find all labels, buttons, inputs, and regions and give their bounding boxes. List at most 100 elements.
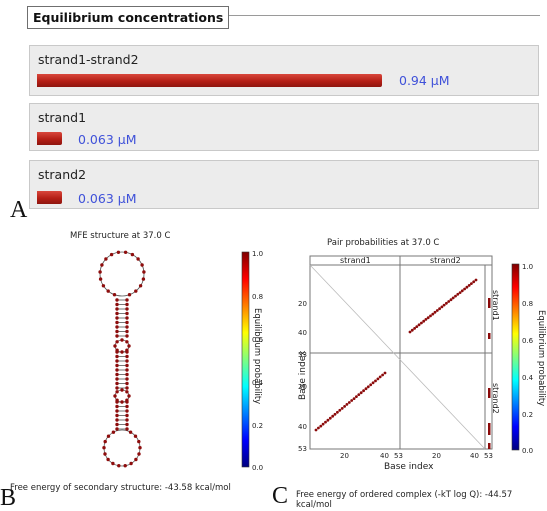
pair-dot (324, 420, 327, 424)
pair-dot (429, 314, 432, 318)
pair-dot (467, 284, 471, 287)
pair-dot (376, 377, 380, 381)
pair-dot (338, 408, 342, 412)
mfe-free-energy: Free energy of secondary structure: -43.… (10, 483, 231, 493)
nucleotide (115, 377, 119, 381)
nucleotide (125, 363, 129, 368)
nucleotide (127, 293, 132, 297)
y-tick: 40 (298, 423, 307, 431)
nucleotide (102, 446, 106, 450)
unpaired-mark (488, 298, 491, 308)
x-tick: 53 (394, 452, 403, 460)
nucleotide (125, 316, 129, 320)
y-tick: 20 (298, 300, 307, 308)
colorbar-label: Equilibrium probability (252, 308, 262, 405)
colorbar-tick: 0.2 (522, 411, 533, 419)
nucleotide (115, 409, 119, 413)
y-tick: 20 (298, 383, 307, 391)
nucleotide (115, 302, 119, 307)
nucleotide (115, 404, 119, 409)
pair-dot (355, 395, 358, 398)
diagonal (309, 264, 486, 450)
pair-dot (420, 321, 423, 325)
pair-dot (374, 379, 377, 383)
concentration-bar (37, 74, 382, 87)
nucleotide (106, 434, 111, 438)
mfe-title: MFE structure at 37.0 C (70, 231, 171, 241)
nucleotide (115, 413, 119, 418)
pair-dot (449, 298, 453, 302)
pair-dot (424, 318, 428, 321)
pair-dot (314, 428, 318, 432)
pair-dot (431, 312, 435, 316)
concentration-value: 0.94 µM (399, 73, 450, 88)
pairs-free-energy: Free energy of ordered complex (-kT log … (296, 490, 513, 510)
nucleotide (120, 400, 124, 404)
nucleotide (125, 334, 129, 338)
y-tick: 53 (298, 445, 307, 453)
colorbar-tick: 0.4 (252, 379, 264, 387)
nucleotide (115, 298, 119, 302)
nucleotide (101, 284, 106, 288)
nucleotide (125, 354, 129, 359)
y-tick: 53 (298, 351, 307, 359)
pair-dot (415, 325, 419, 328)
complex-name: strand1 (38, 110, 87, 125)
pair-dot (435, 309, 439, 312)
pair-dot (345, 403, 349, 406)
nucleotide (120, 388, 124, 392)
mfe-nucleotides (98, 250, 146, 468)
pair-dot (474, 278, 478, 282)
pair-dot (447, 300, 451, 303)
concentration-row-strand1-strand2: strand1-strand2 0.94 µM (29, 45, 539, 96)
nucleotide (141, 277, 146, 281)
concentration-value: 0.063 µM (78, 132, 137, 147)
unpaired-mark (488, 333, 491, 339)
nucleotide (109, 252, 114, 257)
pair-dot (343, 405, 346, 408)
nucleotide (127, 394, 131, 398)
nucleotide (142, 270, 146, 274)
colorbar-c: 1.0 0.8 0.6 0.4 0.2 0.0 (511, 263, 534, 455)
complex-name: strand1-strand2 (38, 52, 139, 67)
concentration-row-strand2: strand2 0.063 µM (29, 160, 539, 209)
pair-dot (347, 401, 351, 404)
nucleotide (125, 368, 129, 372)
pair-dot (364, 387, 368, 391)
pair-dot (408, 330, 412, 334)
nucleotide (115, 316, 119, 320)
section-title: Equilibrium concentrations (27, 6, 230, 29)
colorbar-c-label: Equilibrium probability (536, 310, 546, 407)
pair-dot (352, 397, 356, 400)
x-tick: 40 (380, 452, 389, 460)
nucleotide (125, 422, 129, 427)
nucleotide (125, 325, 129, 329)
nucleotide (112, 293, 117, 297)
pair-dot (317, 426, 320, 430)
colorbar-tick: 0.4 (522, 374, 534, 382)
nucleotide (120, 338, 124, 342)
nucleotide (113, 394, 117, 398)
nucleotide (115, 422, 119, 427)
nucleotide (123, 464, 127, 468)
nucleotide (138, 284, 143, 288)
strand-top-label: strand2 (430, 256, 461, 265)
nucleotide (129, 461, 133, 466)
pair-dot (433, 310, 437, 314)
nucleotide (115, 329, 119, 334)
nucleotide (115, 381, 119, 386)
nucleotide (115, 386, 119, 390)
pair-dot (442, 303, 446, 307)
nucleotide (125, 329, 129, 334)
nucleotide (111, 430, 116, 434)
pairs-title: Pair probabilities at 37.0 C (327, 238, 440, 248)
nucleotide (115, 311, 119, 316)
nucleotide (125, 302, 129, 307)
nucleotide (113, 344, 117, 348)
pair-dot (454, 294, 457, 298)
nucleotide (115, 418, 119, 422)
nucleotide (125, 298, 129, 302)
x-tick: 20 (340, 452, 349, 460)
x-tick: 53 (484, 452, 493, 460)
nucleotide (134, 289, 138, 293)
